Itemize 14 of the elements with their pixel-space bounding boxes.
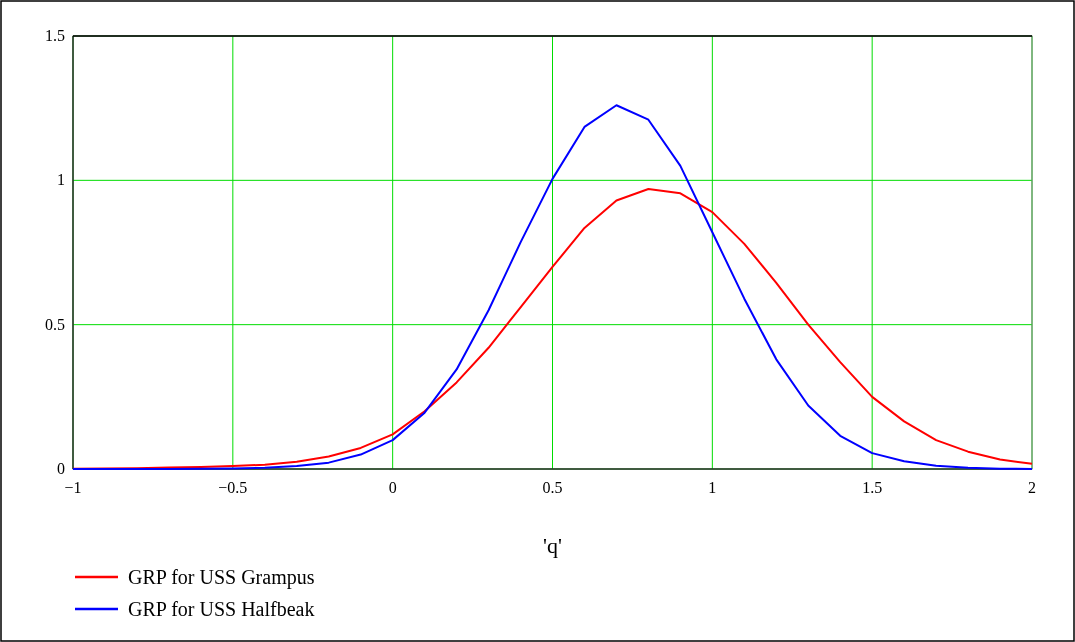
y-tick-label: 0.5 [45, 315, 65, 333]
x-tick-label: 1 [708, 479, 717, 496]
x-axis-title: 'q' [543, 533, 562, 558]
x-tick-label: 0 [388, 479, 397, 496]
y-tick-label: 1 [57, 171, 65, 189]
legend-label: GRP for USS Halfbeak [128, 598, 315, 620]
y-tick-label: 1.5 [45, 27, 65, 44]
x-tick-label: −0.5 [218, 479, 248, 496]
x-tick-label: −1 [64, 479, 82, 496]
x-tick-label: 2 [1028, 479, 1036, 496]
legend-label: GRP for USS Grampus [128, 566, 315, 589]
x-tick-label: 1.5 [862, 479, 883, 496]
y-tick-label: 0 [57, 460, 65, 477]
x-tick-label: 0.5 [542, 479, 563, 496]
